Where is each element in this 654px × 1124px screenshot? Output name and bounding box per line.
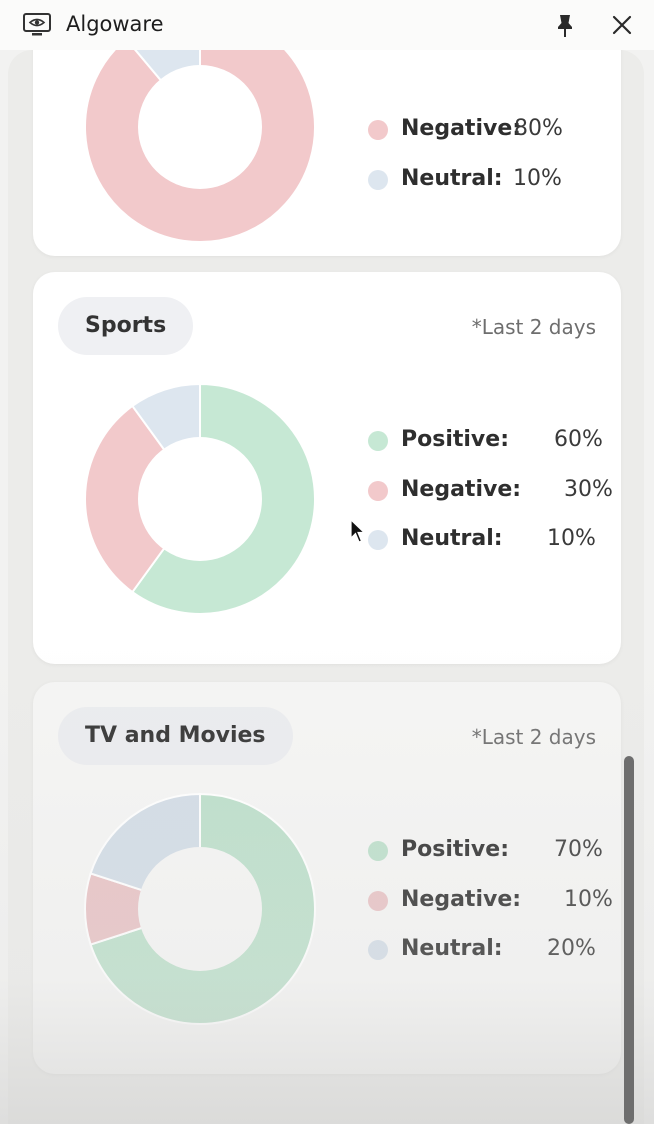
positive-dot: [368, 431, 388, 451]
legend-item-negative: Negative: 10%: [368, 886, 613, 937]
legend-label: Negative:: [401, 886, 522, 912]
legend-value: 30%: [564, 476, 613, 502]
legend-value: 10%: [547, 526, 596, 551]
sentiment-card: Negative: 80% Neutral: 10%: [33, 50, 621, 256]
app-title: Algoware: [66, 12, 164, 36]
legend-label: Neutral:: [401, 526, 503, 551]
donut-chart: [84, 382, 316, 615]
scroll-content[interactable]: Negative: 80% Neutral: 10% Sports *Last …: [8, 50, 644, 1124]
neutral-dot: [368, 530, 388, 550]
period-label: *Last 2 days: [471, 725, 596, 749]
legend-value: 10%: [564, 886, 613, 912]
neutral-dot: [368, 940, 388, 960]
legend-item-positive: Positive: 70%: [368, 837, 608, 887]
legend-item-negative: Negative: 80%: [368, 116, 608, 166]
negative-dot: [368, 120, 388, 140]
neutral-dot: [368, 169, 388, 190]
legend-item-neutral: Neutral: 10%: [368, 526, 608, 576]
legend-item-neutral: Neutral: 20%: [368, 936, 608, 986]
legend-label: Positive:: [401, 837, 509, 862]
legend-label: Negative:: [401, 476, 522, 502]
legend-item-neutral: Neutral: 10%: [368, 166, 608, 216]
period-label: *Last 2 days: [471, 315, 596, 339]
legend-label: Neutral:: [401, 165, 503, 191]
legend-item-positive: Positive: 60%: [368, 427, 608, 477]
legend-label: Neutral:: [401, 936, 503, 961]
sentiment-card: Sports *Last 2 days Positive: 60% Negati…: [33, 272, 621, 664]
mouse-cursor-icon: [350, 519, 366, 543]
chart-legend: Positive: 60% Negative: 30% Neutral: 10%: [368, 427, 613, 576]
donut-chart: [84, 50, 316, 243]
donut-chart: [84, 792, 316, 1025]
title-bar: Algoware: [0, 0, 654, 50]
legend-value: 20%: [547, 936, 596, 961]
pin-icon[interactable]: [552, 11, 578, 39]
legend-value: 60%: [554, 427, 603, 452]
legend-value: 70%: [554, 837, 603, 862]
scrollbar-thumb[interactable]: [624, 756, 634, 1124]
legend-value: 10%: [513, 165, 562, 191]
monitor-eye-icon: [23, 13, 51, 36]
legend-item-negative: Negative: 30%: [368, 476, 613, 527]
positive-dot: [368, 841, 388, 861]
legend-value: 80%: [514, 116, 563, 141]
legend-label: Positive:: [401, 427, 509, 452]
topic-pill[interactable]: TV and Movies: [58, 707, 293, 765]
close-icon[interactable]: [609, 12, 635, 38]
chart-legend: Positive: 70% Negative: 10% Neutral: 20%: [368, 837, 613, 986]
topic-pill[interactable]: Sports: [58, 297, 194, 355]
legend-label: Negative:: [401, 116, 522, 141]
sentiment-card: TV and Movies *Last 2 days Positive: 70%…: [33, 682, 621, 1074]
negative-dot: [368, 890, 388, 911]
negative-dot: [368, 480, 388, 501]
chart-legend: Negative: 80% Neutral: 10%: [368, 116, 608, 215]
